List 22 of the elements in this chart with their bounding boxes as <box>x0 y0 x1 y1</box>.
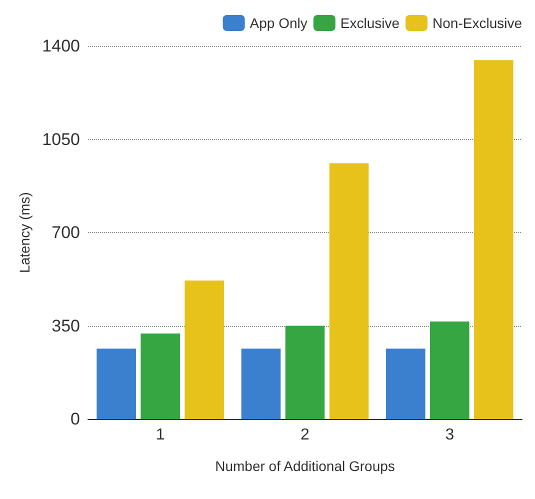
y-tick-label: 1050 <box>42 130 80 149</box>
x-tick-label: 2 <box>300 426 310 444</box>
y-tick-label: 700 <box>52 223 80 242</box>
bar <box>241 348 281 419</box>
bar <box>329 163 369 419</box>
y-axis-title: Latency (ms) <box>16 192 32 273</box>
x-tick-label: 3 <box>445 426 454 444</box>
legend-label: Exclusive <box>340 15 400 31</box>
bar <box>140 333 180 419</box>
bar <box>184 280 224 419</box>
x-axis-title: Number of Additional Groups <box>215 458 395 474</box>
y-tick-label: 1400 <box>42 36 80 56</box>
legend-label: Non-Exclusive <box>432 15 522 31</box>
y-tick-label: 0 <box>70 410 80 428</box>
y-tick-label: 350 <box>52 316 80 336</box>
bar <box>430 321 470 419</box>
bar <box>96 348 136 419</box>
bar <box>386 348 426 419</box>
bar <box>285 326 325 419</box>
legend-label: App Only <box>250 15 308 31</box>
bar <box>474 60 514 419</box>
x-tick-label: 1 <box>156 426 165 444</box>
